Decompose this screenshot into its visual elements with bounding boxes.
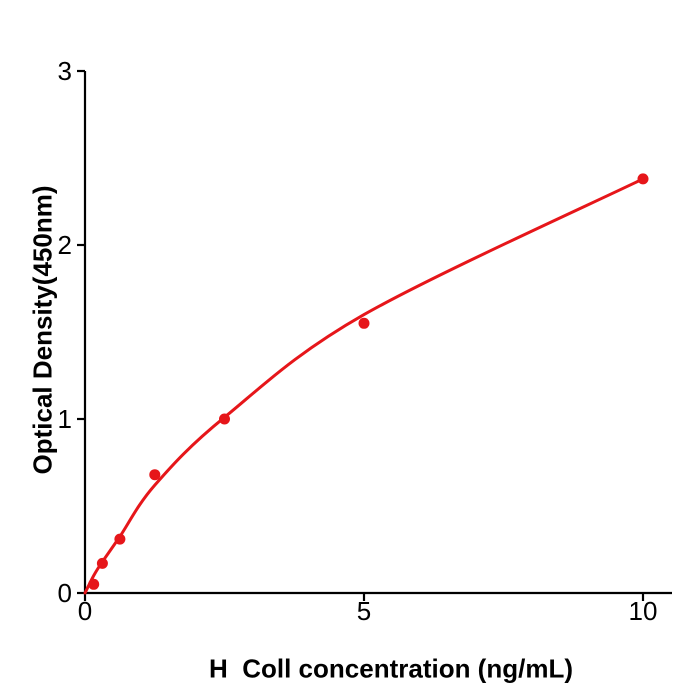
fit-curve	[83, 177, 645, 595]
x-tick-label: 0	[78, 596, 92, 626]
x-tick-label: 10	[629, 596, 658, 626]
standard-points-marker	[88, 578, 100, 590]
x-axis-title: H Coll concentration (ng/mL)	[209, 653, 573, 684]
standard-points-marker	[358, 317, 370, 329]
x-tick-label: 5	[357, 596, 371, 626]
standard-points-marker	[114, 533, 126, 545]
standard-points-marker	[219, 413, 230, 425]
standard-points-marker	[149, 469, 161, 481]
standard-points-marker	[637, 173, 649, 185]
y-tick-label: 0	[58, 578, 72, 608]
standard-points-marker	[96, 557, 108, 569]
y-tick-label: 3	[58, 56, 72, 86]
y-axis-title: Optical Density(450nm)	[27, 185, 58, 475]
y-tick-label: 1	[58, 404, 72, 434]
y-tick-label: 2	[58, 230, 72, 260]
